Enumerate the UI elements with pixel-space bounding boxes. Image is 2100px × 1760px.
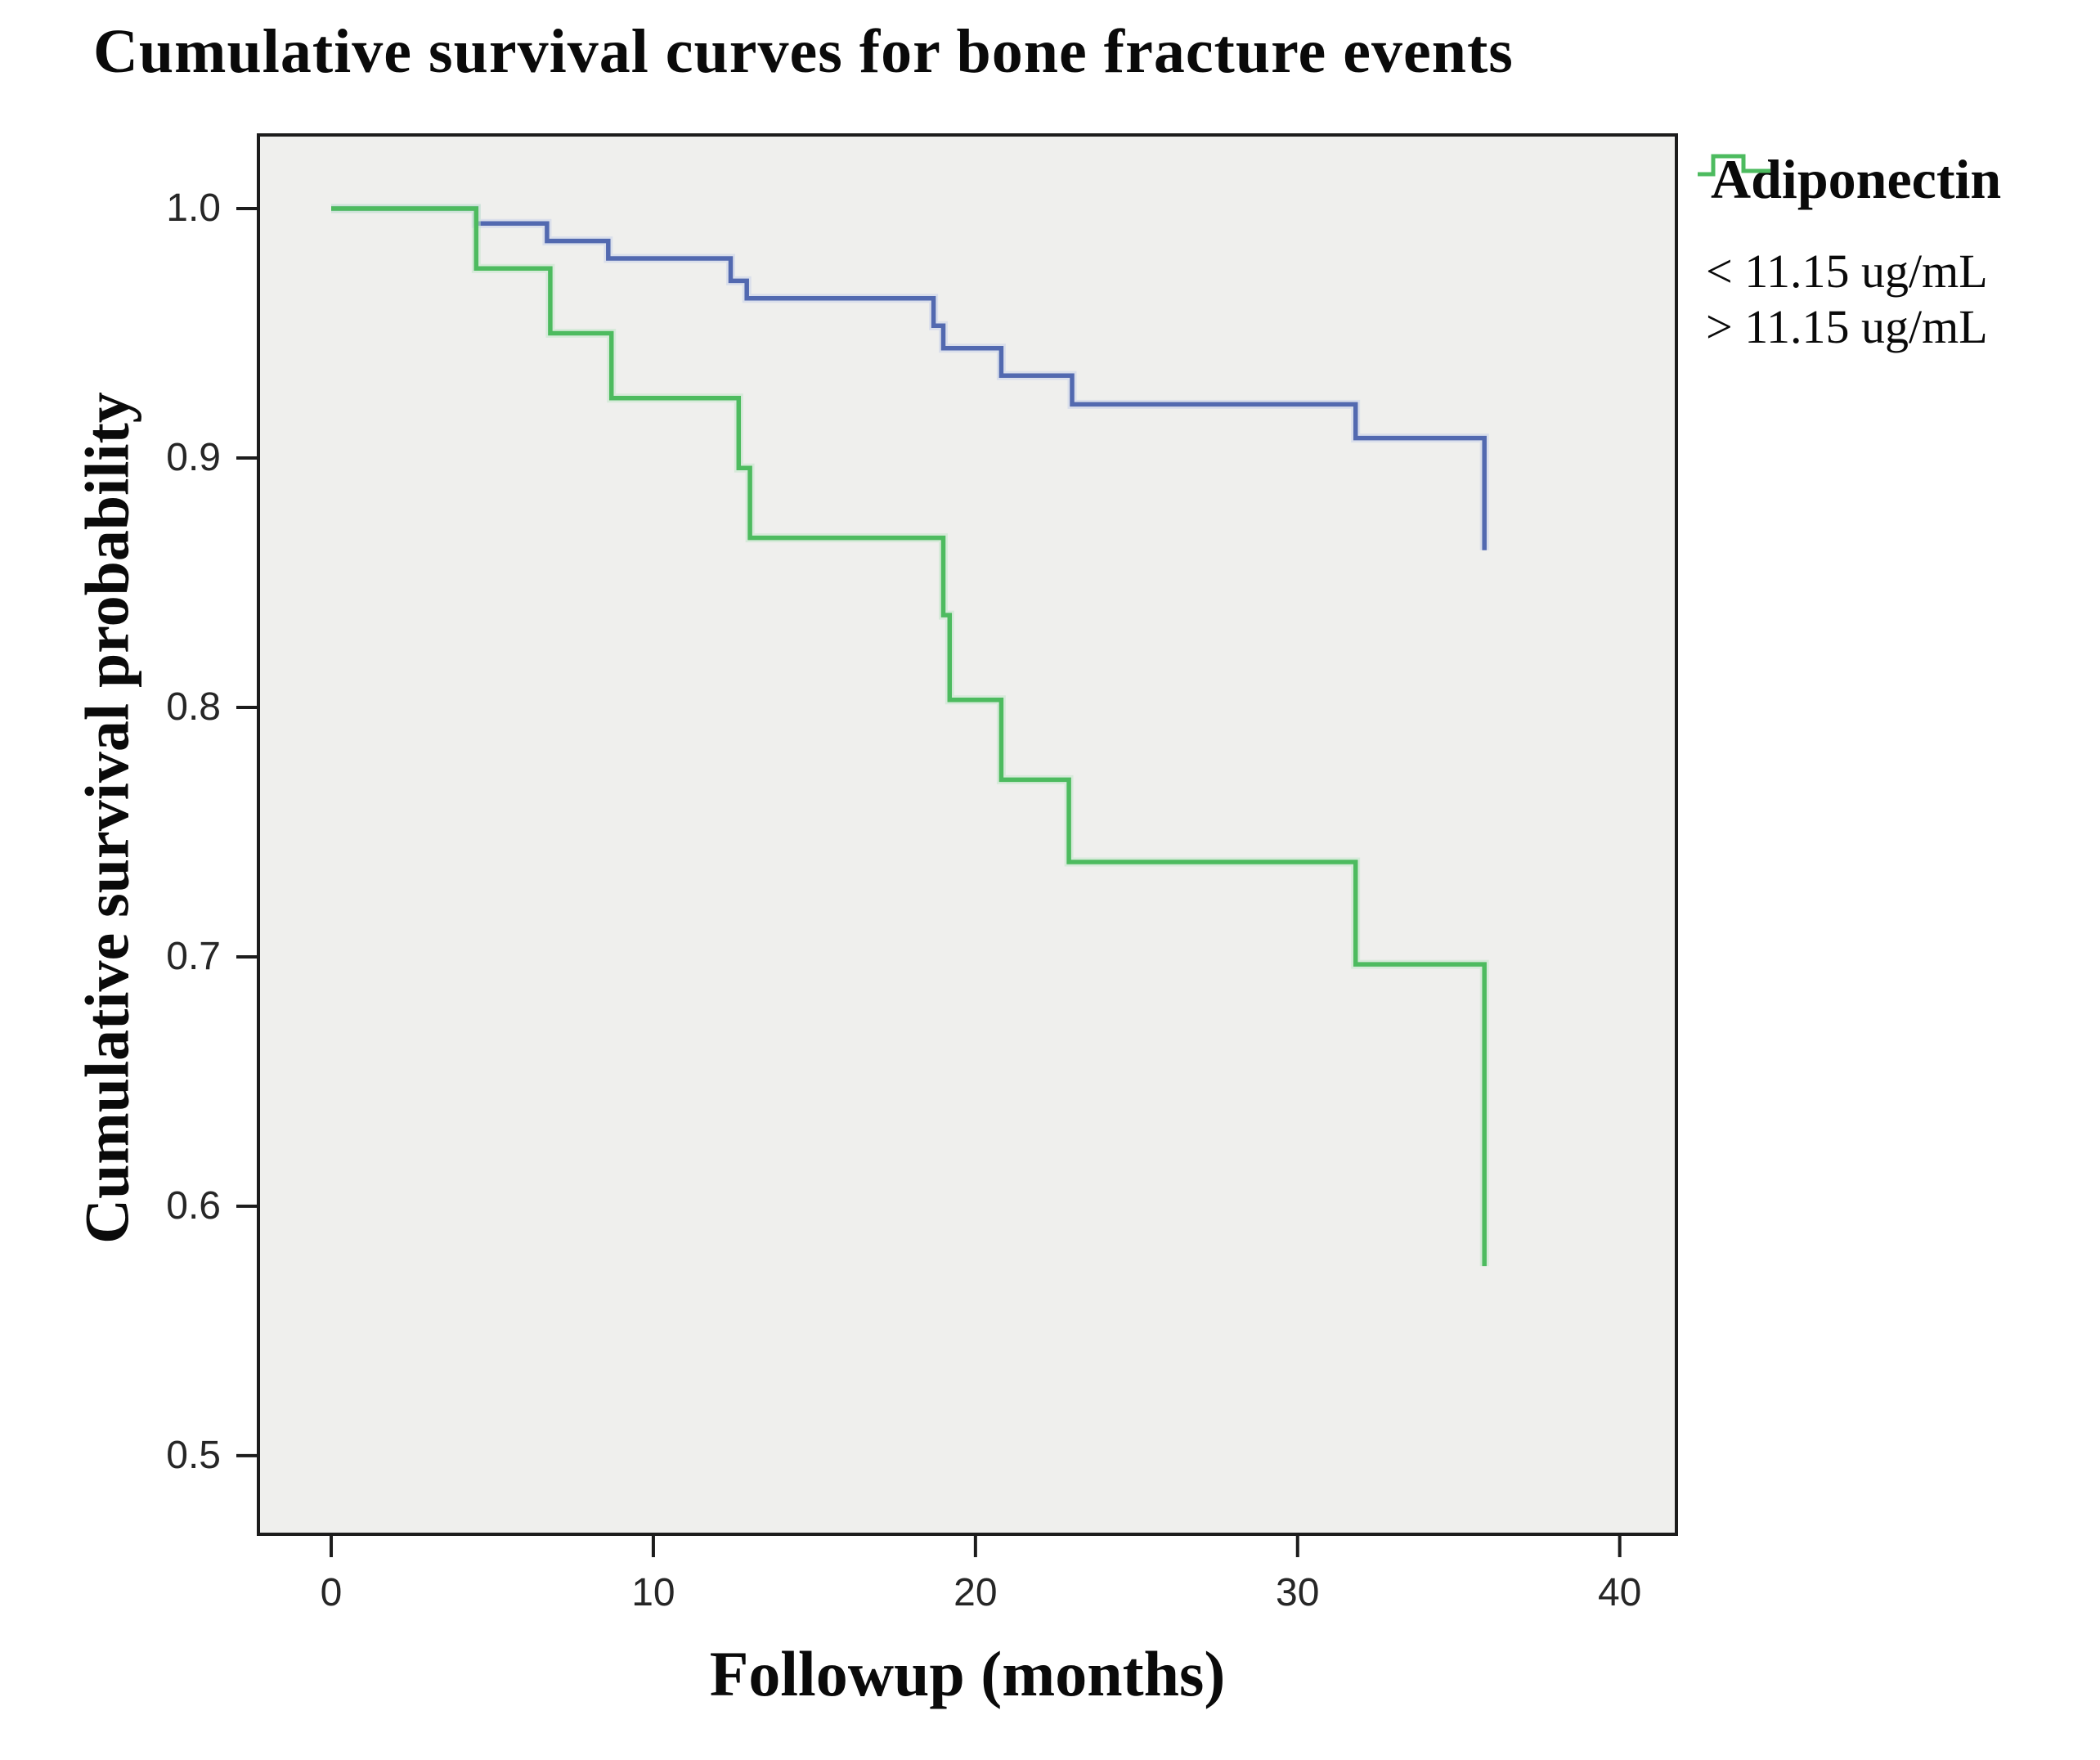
legend: Adiponectin < 11.15 ug/mL > 11.15 ug/mL — [1694, 147, 2002, 353]
y-tick-label: 0.9 — [166, 435, 221, 479]
y-tick-label: 0.5 — [166, 1433, 221, 1477]
legend-title: Adiponectin — [1711, 148, 2002, 210]
x-tick-label: 40 — [1597, 1571, 1642, 1614]
step-line-symbol-icon — [1698, 154, 1770, 177]
chart-title: Cumulative survival curves for bone frac… — [93, 17, 1514, 86]
plot-background — [258, 135, 1676, 1534]
y-tick-label: 0.7 — [166, 934, 221, 978]
legend-item-label: > 11.15 ug/mL — [1706, 299, 1988, 353]
x-tick-label: 10 — [631, 1571, 675, 1614]
y-tick-label: 1.0 — [166, 186, 221, 230]
x-axis-label: Followup (months) — [709, 1638, 1226, 1709]
legend-items: < 11.15 ug/mL > 11.15 ug/mL — [1694, 154, 2001, 353]
legend-item: > 11.15 ug/mL — [1694, 154, 2001, 353]
survival-curve — [331, 206, 1487, 550]
plot-border — [257, 133, 1678, 1536]
x-tick-label: 30 — [1276, 1571, 1320, 1614]
y-tick-label: 0.6 — [166, 1183, 221, 1228]
x-tick-label: 0 — [320, 1571, 343, 1614]
y-tick-label: 0.8 — [166, 685, 221, 729]
survival-curve — [331, 206, 1487, 1267]
legend-item-label: < 11.15 ug/mL — [1706, 244, 1988, 298]
x-tick-label: 20 — [954, 1571, 998, 1614]
legend-item: < 11.15 ug/mL — [1694, 154, 2001, 298]
